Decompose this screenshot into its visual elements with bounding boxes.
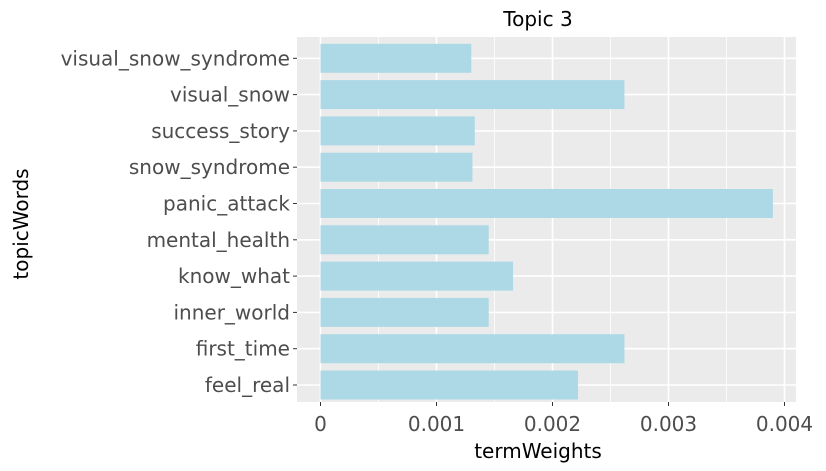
chart-title: Topic 3 (502, 7, 572, 31)
y-tick-label: inner_world (173, 300, 290, 324)
y-tick-label: first_time (196, 337, 290, 361)
x-tick-label: 0 (314, 412, 327, 436)
y-tick-label: know_what (178, 264, 290, 288)
y-tick-label: snow_syndrome (129, 155, 290, 179)
x-tick-label: 0.002 (524, 412, 581, 436)
x-axis-title: termWeights (474, 439, 602, 463)
x-tick-label: 0.004 (756, 412, 813, 436)
bar-visual-snow (320, 80, 625, 110)
bar-mental-health (320, 225, 489, 255)
y-axis: feel_real first_time inner_world know_what m… (61, 46, 297, 397)
x-axis: 0 0.001 0.002 0.003 0.004 (314, 402, 813, 436)
x-tick-label: 0.001 (408, 412, 465, 436)
bar-snow-syndrome (320, 152, 473, 182)
bar-feel-real (320, 370, 579, 400)
y-tick-label: mental_health (147, 228, 290, 252)
x-tick-label: 0.003 (640, 412, 697, 436)
bar-panic-attack (320, 189, 773, 218)
bar-first-time (320, 334, 625, 364)
y-tick-label: visual_snow_syndrome (61, 46, 290, 70)
y-tick-label: feel_real (205, 373, 290, 397)
bar-success-story (320, 116, 475, 146)
y-tick-label: panic_attack (163, 192, 290, 216)
bar-visual-snow-syndrome (320, 43, 472, 73)
y-tick-label: visual_snow (170, 83, 290, 107)
bar-inner-world (320, 297, 489, 327)
bars (320, 43, 773, 400)
y-tick-label: success_story (151, 119, 290, 143)
y-axis-title: topicWords (9, 168, 33, 279)
bar-know-what (320, 261, 514, 291)
